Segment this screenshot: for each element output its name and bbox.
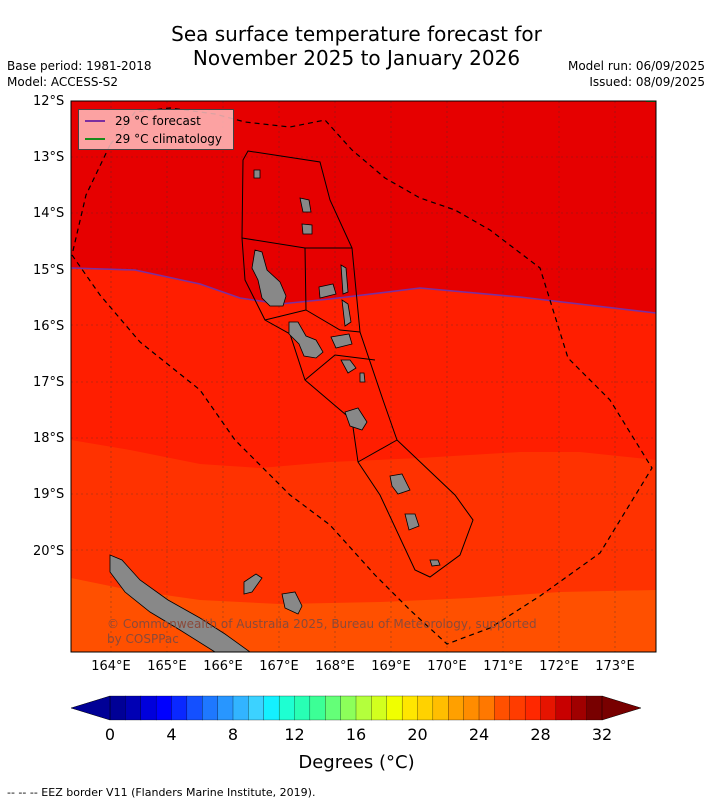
colorbar-swatch — [125, 695, 142, 721]
lat-label: 15°S — [33, 262, 65, 278]
legend-climatology: 29 °C climatology — [85, 131, 222, 147]
legend-forecast-swatch — [85, 120, 105, 122]
colorbar-swatch — [232, 695, 249, 721]
colorbar-high-extend — [601, 695, 642, 721]
meta-left: Base period: 1981-2018 Model: ACCESS-S2 — [7, 58, 152, 90]
map-frame — [70, 100, 657, 653]
lon-label: 171°E — [483, 659, 523, 674]
legend-forecast-label: 29 °C forecast — [115, 114, 201, 128]
colorbar-swatch — [278, 695, 295, 721]
lon-label: 166°E — [203, 659, 243, 674]
base-period: Base period: 1981-2018 — [7, 59, 152, 73]
lat-label: 12°S — [33, 94, 65, 109]
colorbar-tick-label: 28 — [530, 725, 551, 744]
lon-label: 164°E — [91, 659, 131, 674]
legend-climatology-label: 29 °C climatology — [115, 132, 223, 146]
lat-label: 18°S — [33, 431, 65, 447]
copyright-notice: © Commonwealth of Australia 2025, Bureau… — [107, 617, 537, 647]
lat-label: 20°S — [33, 543, 65, 559]
lon-label: 170°E — [427, 659, 467, 674]
lat-label: 14°S — [33, 206, 65, 222]
colorbar-swatch — [263, 695, 280, 721]
colorbar-tick-label: 32 — [591, 725, 613, 744]
colorbar-swatch — [294, 695, 311, 721]
colorbar-tick-label: 20 — [407, 725, 428, 744]
colorbar-swatch — [494, 695, 511, 721]
colorbar-tick-label: 12 — [284, 725, 305, 744]
colorbar-swatch — [309, 695, 326, 721]
colorbar-swatch — [478, 695, 495, 721]
legend-forecast: 29 °C forecast — [85, 113, 201, 129]
grid-lines — [71, 101, 656, 652]
map-title: Sea surface temperature forecast for Nov… — [0, 22, 713, 70]
colorbar-swatch — [202, 695, 219, 721]
lat-label: 17°S — [33, 375, 65, 390]
lon-label: 173°E — [595, 659, 635, 674]
colorbar-swatch — [109, 695, 126, 721]
colorbar-swatch — [248, 695, 265, 721]
model-run: Model run: 06/09/2025 — [567, 59, 705, 73]
copyright-line-2: by COSPPac — [107, 632, 179, 646]
lon-label: 172°E — [539, 659, 579, 674]
colorbar-swatch — [171, 695, 188, 721]
title-line-2: November 2025 to January 2026 — [192, 46, 521, 70]
meta-right: Model run: 06/09/2025 Issued: 08/09/2025 — [568, 58, 705, 90]
colorbar-swatch — [155, 695, 172, 721]
lat-label: 19°S — [33, 487, 65, 503]
colorbar-swatch — [463, 695, 480, 721]
colorbar-swatch — [371, 695, 388, 721]
copyright-line-1: © Commonwealth of Australia 2025, Bureau… — [107, 617, 537, 631]
colorbar-low-extend — [70, 695, 111, 721]
title-line-1: Sea surface temperature forecast for — [171, 22, 542, 46]
colorbar-tick-label: 0 — [104, 725, 116, 744]
land-islands — [109, 169, 441, 652]
colorbar-swatch — [340, 695, 357, 721]
colorbar-swatch — [432, 695, 449, 721]
colorbar-swatch — [401, 695, 418, 721]
colorbar-swatch — [555, 695, 572, 721]
colorbar-swatch — [509, 695, 526, 721]
colorbar — [70, 695, 642, 721]
lon-label: 165°E — [147, 659, 187, 674]
legend: 29 °C forecast 29 °C climatology — [78, 109, 234, 150]
sst-field — [71, 101, 656, 652]
colorbar-swatch — [571, 695, 588, 721]
colorbar-tick-label: 24 — [468, 725, 490, 744]
legend-climatology-swatch — [85, 138, 105, 140]
lon-label: 167°E — [259, 659, 299, 674]
colorbar-swatch — [325, 695, 342, 721]
colorbar-swatch — [217, 695, 234, 721]
colorbar-swatch — [140, 695, 157, 721]
colorbar-tick-label: 4 — [166, 725, 177, 744]
lon-label: 168°E — [315, 659, 355, 674]
colorbar-swatch — [524, 695, 541, 721]
colorbar-swatch — [186, 695, 203, 721]
model-name: Model: ACCESS-S2 — [7, 75, 119, 89]
eez-border — [71, 107, 653, 645]
colorbar-title: Degrees (°C) — [298, 752, 415, 773]
lat-label: 16°S — [33, 318, 65, 334]
lon-label: 169°E — [371, 659, 411, 674]
colorbar-swatch — [386, 695, 403, 721]
colorbar-swatch — [355, 695, 372, 721]
colorbar-swatch — [586, 695, 603, 721]
colorbar-tick-label: 16 — [345, 725, 367, 744]
colorbar-swatch — [417, 695, 434, 721]
issued-date: Issued: 08/09/2025 — [589, 75, 705, 89]
eez-footnote: -- -- -- EEZ border V11 (Flanders Marine… — [7, 786, 316, 799]
colorbar-tick-label: 8 — [227, 725, 239, 744]
vanuatu-provinces — [241, 150, 474, 578]
lat-label: 13°S — [33, 150, 65, 166]
colorbar-swatch — [448, 695, 465, 721]
colorbar-swatch — [540, 695, 557, 721]
